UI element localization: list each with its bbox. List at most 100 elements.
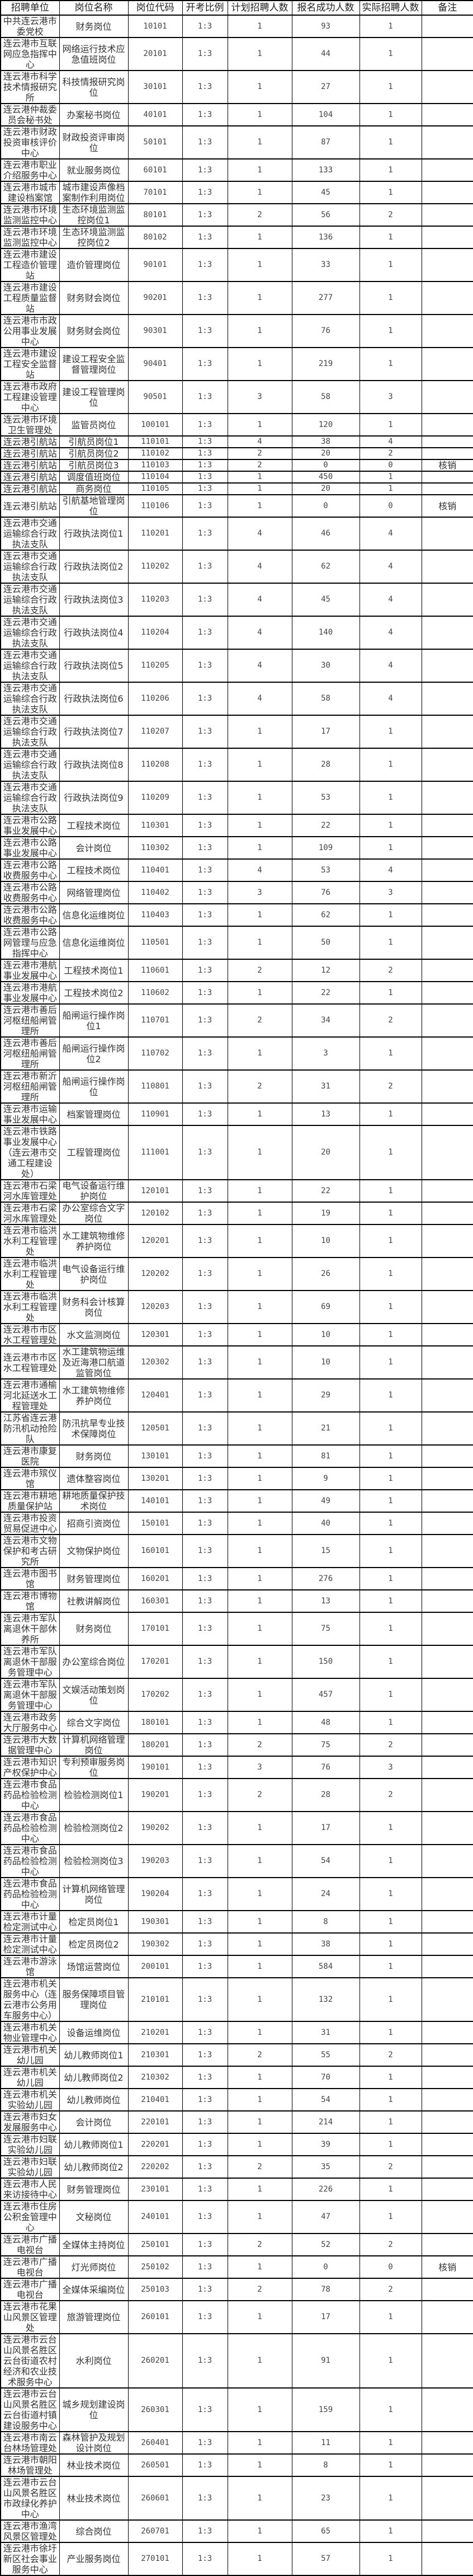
cell-unit: 连云港市建设工程造价管理站 (0, 248, 60, 282)
cell-remarks (421, 814, 473, 837)
cell-exam-ratio: 1:3 (182, 2300, 228, 2334)
cell-exam-ratio: 1:3 (182, 1102, 228, 1126)
table-row: 连云港市军队离退休干部服务管理中心 文娱活动策划岗位 170202 1:3 1 457 1 (0, 1678, 473, 1712)
header-post-code: 岗位代码 (127, 0, 183, 16)
cell-post-name: 幼儿教师岗位 (59, 2088, 129, 2112)
cell-actual: 1 (359, 2519, 422, 2543)
cell-actual: 1 (359, 1844, 422, 1878)
cell-unit: 连云港市环境监测监控中心 (0, 203, 60, 227)
cell-unit: 连云港市机关幼儿园 (0, 2066, 60, 2089)
cell-remarks (421, 1512, 473, 1535)
cell-registered: 56 (291, 203, 360, 227)
cell-unit: 连云港市交通运输综合行政执法支队 (0, 616, 60, 650)
cell-registered: 58 (291, 682, 360, 716)
cell-registered: 11 (291, 2431, 360, 2455)
cell-registered: 12 (291, 959, 360, 982)
table-row: 连云港市文物保护和考古研究所 文物保护岗位 160101 1:3 1 15 1 (0, 1534, 473, 1568)
cell-post-code: 120401 (127, 1378, 183, 1413)
table-row: 连云港市善后河枢纽船闸管理所 船闸运行操作岗位1 110701 1:3 2 34 2 (0, 1003, 473, 1038)
cell-exam-ratio: 1:3 (182, 2066, 228, 2089)
cell-actual: 1 (359, 2066, 422, 2089)
cell-actual: 1 (359, 15, 422, 38)
cell-post-code: 120301 (127, 1323, 183, 1346)
cell-exam-ratio: 1:3 (182, 1977, 228, 2022)
cell-unit: 连云港市耕地质量保护站 (0, 1489, 60, 1513)
table-row: 连云港市妇联实验幼儿园 幼儿教师岗位2 220202 1:3 2 35 2 (0, 2155, 473, 2179)
cell-post-name: 社教讲解岗位 (59, 1589, 129, 1613)
cell-post-code: 110602 (127, 981, 183, 1005)
cell-exam-ratio: 1:3 (182, 347, 228, 381)
cell-planned: 1 (227, 1036, 292, 1071)
cell-registered: 140 (291, 616, 360, 650)
cell-planned: 4 (227, 583, 292, 617)
cell-unit: 连云港市交通运输综合行政执法支队 (0, 583, 60, 617)
cell-unit: 连云港引航站 (0, 435, 60, 448)
cell-registered: 75 (291, 1733, 360, 1757)
cell-remarks (421, 2043, 473, 2067)
cell-registered: 0 (291, 459, 360, 472)
cell-post-code: 220202 (127, 2155, 183, 2179)
cell-remarks (421, 926, 473, 960)
cell-unit: 连云港市机关实验幼儿园 (0, 2088, 60, 2112)
table-row: 连云港市交通运输综合行政执法支队 行政执法岗位3 110203 1:3 4 45 4 (0, 583, 473, 617)
cell-registered: 39 (291, 2133, 360, 2156)
cell-unit: 连云港市公路事业发展中心 (0, 814, 60, 837)
cell-actual: 1 (359, 2387, 422, 2432)
cell-planned: 1 (227, 836, 292, 860)
cell-unit: 连云港市市区水工程管理处 (0, 1323, 60, 1346)
cell-planned: 4 (227, 682, 292, 716)
cell-planned: 4 (227, 616, 292, 650)
header-unit: 招聘单位 (0, 0, 60, 16)
cell-remarks (421, 858, 473, 882)
cell-actual: 1 (359, 2333, 422, 2389)
cell-exam-ratio: 1:3 (182, 1323, 228, 1346)
cell-post-code: 50101 (127, 125, 183, 159)
table-row: 连云港市机关物业管理中心 设备运维岗位 210201 1:3 1 31 1 (0, 2021, 473, 2044)
cell-unit: 连云港市政务大厅服务中心 (0, 1711, 60, 1734)
cell-exam-ratio: 1:3 (182, 583, 228, 617)
cell-post-name: 财务财会岗位 (59, 314, 129, 348)
cell-remarks (421, 281, 473, 315)
cell-planned: 1 (227, 2200, 292, 2234)
cell-remarks (421, 2200, 473, 2234)
cell-actual: 1 (359, 2178, 422, 2201)
cell-exam-ratio: 1:3 (182, 981, 228, 1005)
cell-exam-ratio: 1:3 (182, 903, 228, 927)
cell-unit: 连云港市朝阳林场管理处 (0, 2453, 60, 2477)
cell-post-code: 110301 (127, 814, 183, 837)
cell-exam-ratio: 1:3 (182, 2133, 228, 2156)
cell-exam-ratio: 1:3 (182, 959, 228, 982)
cell-registered: 76 (291, 314, 360, 348)
table-row: 连云港市云台山风景名胜区云台街道农村经济和农业技术服务中心 水利岗位 260201 1… (0, 2333, 473, 2389)
table-row: 连云港市花果山风景区管理处 旅游管理岗位 260101 1:3 1 17 1 (0, 2300, 473, 2334)
cell-post-name: 船闸运行操作岗位 (59, 1069, 129, 1104)
cell-unit: 连云港市投资贸易促进中心 (0, 1512, 60, 1535)
cell-registered: 150 (291, 1645, 360, 1679)
header-post-name: 岗位名称 (59, 0, 129, 16)
cell-actual: 1 (359, 1612, 422, 1646)
cell-registered: 93 (291, 15, 360, 38)
cell-remarks (421, 203, 473, 227)
cell-post-code: 120201 (127, 1224, 183, 1258)
cell-remarks (421, 2110, 473, 2134)
cell-remarks (421, 2088, 473, 2112)
cell-remarks (421, 482, 473, 495)
cell-post-name: 耕地质量保护技术岗位 (59, 1489, 129, 1513)
cell-post-name: 监管员岗位 (59, 413, 129, 437)
cell-planned: 1 (227, 2066, 292, 2089)
cell-remarks (421, 15, 473, 38)
cell-post-code: 160201 (127, 1567, 183, 1590)
cell-actual: 1 (359, 1378, 422, 1413)
cell-registered: 26 (291, 1257, 360, 1291)
cell-planned: 1 (227, 2519, 292, 2543)
cell-remarks (421, 70, 473, 104)
cell-remarks: 核销 (421, 459, 473, 472)
cell-unit: 连云港市妇女发展服务中心 (0, 2110, 60, 2134)
cell-planned: 1 (227, 1102, 292, 1126)
cell-unit: 连云港市市区水工程管理处 (0, 1345, 60, 1380)
cell-exam-ratio: 1:3 (182, 1711, 228, 1734)
table-row: 连云港市财政投资审核评价中心 财政投资评审岗位 50101 1:3 1 87 1 (0, 125, 473, 159)
cell-planned: 1 (227, 1977, 292, 2022)
cell-exam-ratio: 1:3 (182, 1534, 228, 1568)
cell-registered: 34 (291, 1003, 360, 1038)
